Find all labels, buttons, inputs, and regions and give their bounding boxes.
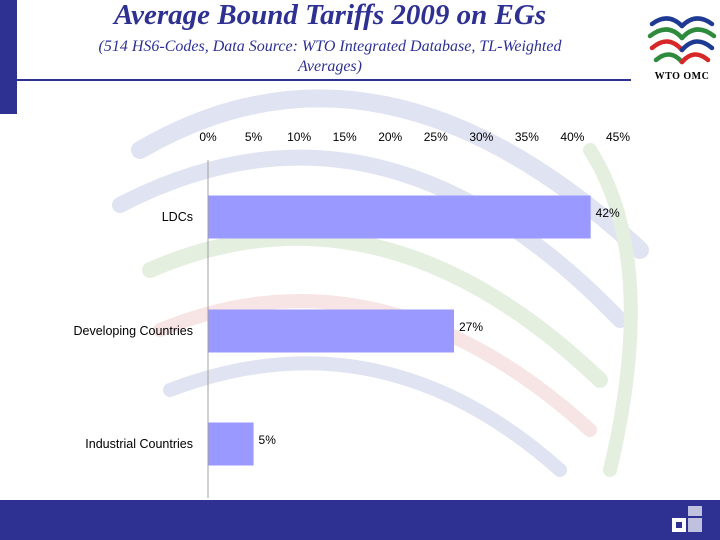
slide-subtitle: (514 HS6-Codes, Data Source: WTO Integra… — [60, 37, 600, 77]
left-accent-bar — [0, 0, 17, 114]
subtitle-line-1: (514 HS6-Codes, Data Source: WTO Integra… — [98, 38, 562, 55]
bar-industrial-countries — [208, 422, 254, 466]
value-label: 27% — [459, 320, 483, 334]
subtitle-line-2: Averages) — [298, 58, 362, 75]
value-label: 5% — [259, 433, 277, 447]
x-tick-label: 45% — [606, 130, 630, 144]
watermark-arc-blue-1 — [131, 89, 649, 259]
category-label: LDCs — [162, 210, 193, 224]
x-tick-label: 30% — [469, 130, 493, 144]
category-label: Developing Countries — [73, 324, 193, 338]
x-tick-label: 5% — [245, 130, 263, 144]
x-tick-label: 25% — [424, 130, 448, 144]
category-labels: LDCs Developing Countries Industrial Count… — [73, 210, 193, 451]
watermark-arc-green-2 — [583, 143, 638, 477]
watermark-arc-green-1 — [142, 229, 608, 388]
watermark-arc-blue-2 — [112, 149, 628, 328]
logo-wordmark: WTO OMC — [654, 71, 710, 82]
title-underline — [17, 79, 631, 81]
watermark-arc-blue-3 — [163, 356, 567, 477]
x-tick-label: 20% — [378, 130, 402, 144]
x-tick-label: 15% — [333, 130, 357, 144]
category-label: Industrial Countries — [85, 437, 193, 451]
x-tick-label: 0% — [199, 130, 217, 144]
x-axis-ticks: 0% 5% 10% 15% 20% 25% 30% 35% 40% 45% — [199, 130, 630, 144]
value-labels: 42% 27% 5% — [259, 206, 620, 447]
bar-ldcs — [208, 195, 591, 239]
x-tick-label: 40% — [560, 130, 584, 144]
bar-developing-countries — [208, 309, 454, 353]
slide-corner-icon — [672, 506, 702, 532]
bars-group — [208, 195, 591, 466]
x-tick-label: 10% — [287, 130, 311, 144]
wto-logo-icon — [647, 16, 717, 65]
slide-title: Average Bound Tariffs 2009 on EGs — [113, 0, 547, 31]
x-tick-label: 35% — [515, 130, 539, 144]
value-label: 42% — [596, 206, 620, 220]
footer-bar — [0, 500, 720, 540]
